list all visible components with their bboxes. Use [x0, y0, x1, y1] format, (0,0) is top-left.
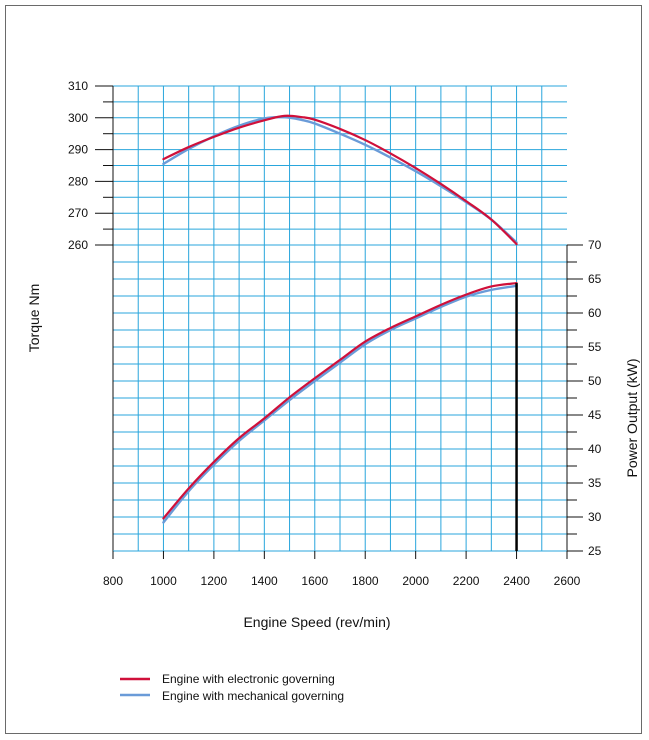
torque-tick-label: 300 [68, 111, 88, 125]
power-tick-label: 50 [588, 374, 602, 388]
x-tick-label: 1000 [150, 574, 177, 588]
power-tick-label: 55 [588, 340, 602, 354]
grid [113, 86, 567, 551]
torque-tick-label: 290 [68, 143, 88, 157]
torque-tick-label: 270 [68, 206, 88, 220]
x-tick-label: 800 [103, 574, 123, 588]
x-tick-label: 2600 [554, 574, 581, 588]
power-tick-label: 45 [588, 408, 602, 422]
x-tick-label: 2200 [453, 574, 480, 588]
x-tick-label: 1600 [301, 574, 328, 588]
x-tick-label: 1400 [251, 574, 278, 588]
power-tick-label: 65 [588, 272, 602, 286]
x-axis-title: Engine Speed (rev/min) [243, 614, 390, 630]
x-tick-label: 2000 [402, 574, 429, 588]
x-tick-label: 1800 [352, 574, 379, 588]
power-tick-label: 40 [588, 442, 602, 456]
power-tick-label: 60 [588, 306, 602, 320]
y-axis-title-left: Torque Nm [26, 284, 42, 352]
legend-label-electronic: Engine with electronic governing [162, 672, 335, 686]
power-tick-label: 30 [588, 510, 602, 524]
x-tick-label: 1200 [201, 574, 228, 588]
power-tick-label: 70 [588, 238, 602, 252]
tick-labels: 260 270 280 290 300 310 25 30 35 40 45 50 55 60 65 70 80… [68, 79, 602, 588]
torque-tick-label: 280 [68, 174, 88, 188]
x-tick-label: 2400 [503, 574, 530, 588]
y-axis-title-right: Power Output (kW) [624, 358, 640, 477]
power-tick-label: 25 [588, 544, 602, 558]
legend-label-mechanical: Engine with mechanical governing [162, 689, 344, 703]
torque-tick-label: 310 [68, 79, 88, 93]
legend: Engine with electronic governing Engine … [120, 672, 344, 703]
power-tick-label: 35 [588, 476, 602, 490]
torque-tick-label: 260 [68, 238, 88, 252]
